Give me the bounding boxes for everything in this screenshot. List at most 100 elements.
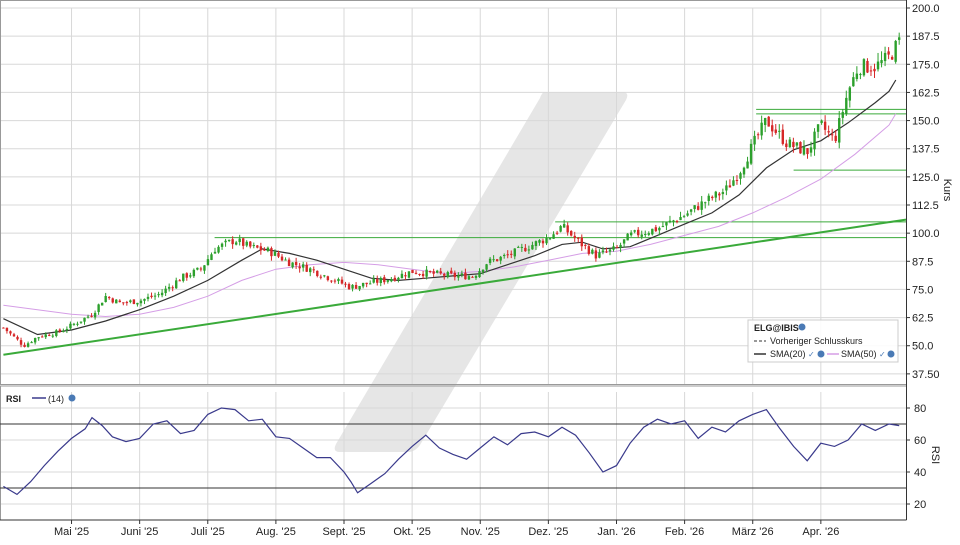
candle xyxy=(400,270,404,279)
candle-body xyxy=(167,286,171,289)
candle-body xyxy=(358,285,361,290)
candle-body xyxy=(153,295,157,297)
candle-body xyxy=(566,225,569,233)
candle-body xyxy=(277,252,280,257)
candle xyxy=(767,115,770,127)
rsi-y-tick-label: 20 xyxy=(914,499,926,511)
candle-body xyxy=(591,249,594,254)
candle-body xyxy=(570,230,573,236)
candle xyxy=(513,248,516,260)
candle-body xyxy=(778,130,781,132)
candle xyxy=(654,224,658,233)
candle-body xyxy=(672,220,675,222)
candle xyxy=(12,332,16,337)
candle-body xyxy=(210,254,213,260)
candle xyxy=(125,300,129,306)
candle-body xyxy=(83,317,86,322)
price-y-axis-title: Kurs xyxy=(941,179,953,202)
candle-body xyxy=(425,269,428,277)
candle xyxy=(259,242,263,255)
candle-body xyxy=(887,51,890,55)
candle-body xyxy=(404,275,407,277)
rsi-legend-label: RSI xyxy=(6,394,21,404)
candle-body xyxy=(157,294,160,296)
candle-body xyxy=(58,329,62,332)
candle-body xyxy=(376,279,379,283)
candle-body xyxy=(612,246,615,250)
candle-body xyxy=(189,275,192,277)
legend-prev-close: Vorheriger Schlusskurs xyxy=(770,336,863,346)
candle-body xyxy=(573,235,576,239)
candle xyxy=(499,255,502,265)
candle-body xyxy=(841,112,844,118)
candle xyxy=(866,58,869,74)
candle xyxy=(820,119,823,125)
candle xyxy=(562,219,566,228)
price-y-tick-label: 187.5 xyxy=(912,31,940,43)
candle xyxy=(510,250,513,259)
candle-body xyxy=(379,277,382,283)
price-y-tick-label: 200.0 xyxy=(912,3,940,15)
candle-body xyxy=(309,268,312,273)
rsi-y-tick-label: 40 xyxy=(914,467,926,479)
candle-body xyxy=(19,340,23,345)
candle xyxy=(785,139,788,151)
candle-body xyxy=(675,220,679,222)
candle xyxy=(16,335,19,341)
candle-body xyxy=(749,143,753,164)
candle xyxy=(566,222,569,236)
candle-body xyxy=(305,264,308,272)
candle-body xyxy=(580,237,583,247)
candle-body xyxy=(859,74,862,76)
candle xyxy=(453,270,457,281)
candle-body xyxy=(506,254,509,256)
legend-box xyxy=(747,319,899,363)
candle-body xyxy=(545,237,548,244)
sma20-line xyxy=(3,79,897,336)
legend-symbol-settings-icon[interactable] xyxy=(798,323,806,331)
candle-body xyxy=(665,222,668,226)
candle xyxy=(492,255,495,263)
candle xyxy=(615,245,619,249)
legend-sma20-settings-icon[interactable] xyxy=(817,350,825,358)
candle-body xyxy=(707,195,710,201)
candle-body xyxy=(361,282,365,287)
candle-body xyxy=(435,270,439,273)
x-tick-label: Apr. '26 xyxy=(802,526,839,538)
candle-body xyxy=(598,252,601,258)
rsi-settings-icon[interactable] xyxy=(68,394,76,402)
candle-body xyxy=(372,278,375,283)
candle-body xyxy=(534,241,538,247)
candle xyxy=(559,224,562,233)
candle xyxy=(841,109,844,125)
x-tick-label: Mai '25 xyxy=(54,526,89,538)
candle xyxy=(799,141,802,154)
candle-body xyxy=(62,330,65,333)
candle-body xyxy=(725,185,728,191)
candle xyxy=(834,130,837,144)
candle-body xyxy=(852,77,855,87)
candle-body xyxy=(629,232,633,236)
candle xyxy=(714,190,717,203)
candle-body xyxy=(830,134,834,136)
legend-sma50-settings-icon[interactable] xyxy=(887,350,895,358)
candle-body xyxy=(287,259,291,267)
candle-body xyxy=(714,191,717,198)
candle xyxy=(115,299,118,304)
candle-body xyxy=(668,220,672,222)
candle-body xyxy=(323,275,326,277)
candle-body xyxy=(855,73,859,80)
candle xyxy=(136,302,139,307)
candle xyxy=(478,268,481,278)
candle xyxy=(192,268,196,278)
candle xyxy=(457,272,460,281)
candle xyxy=(48,333,51,337)
candle-body xyxy=(347,284,351,290)
candle xyxy=(598,249,601,259)
candle-body xyxy=(767,116,770,127)
candle-body xyxy=(577,237,580,239)
x-tick-label: Nov. '25 xyxy=(461,526,500,538)
candle xyxy=(467,274,471,281)
candle-body xyxy=(206,259,210,266)
candle xyxy=(217,245,220,254)
